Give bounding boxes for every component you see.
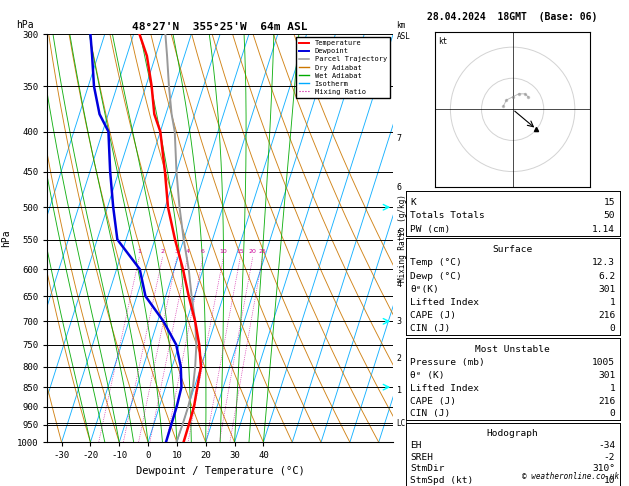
Text: 6: 6 <box>397 183 401 192</box>
Text: CAPE (J): CAPE (J) <box>410 397 456 405</box>
Text: 2: 2 <box>160 249 164 254</box>
Text: 301: 301 <box>598 285 615 294</box>
Text: 301: 301 <box>598 371 615 380</box>
Y-axis label: hPa: hPa <box>1 229 11 247</box>
Text: 1005: 1005 <box>592 358 615 367</box>
Text: Pressure (mb): Pressure (mb) <box>410 358 485 367</box>
Title: 48°27'N  355°25'W  64m ASL: 48°27'N 355°25'W 64m ASL <box>132 22 308 32</box>
Text: EH: EH <box>410 441 421 450</box>
Text: 3: 3 <box>397 317 401 326</box>
Text: 25: 25 <box>259 249 267 254</box>
Text: 1.14: 1.14 <box>592 225 615 234</box>
Text: Temp (°C): Temp (°C) <box>410 259 462 267</box>
Text: © weatheronline.co.uk: © weatheronline.co.uk <box>523 472 620 481</box>
Text: 6.2: 6.2 <box>598 272 615 280</box>
Text: 15: 15 <box>237 249 244 254</box>
Text: 28.04.2024  18GMT  (Base: 06): 28.04.2024 18GMT (Base: 06) <box>428 12 598 22</box>
Text: 50: 50 <box>604 211 615 220</box>
Text: 0: 0 <box>610 324 615 333</box>
Text: 10: 10 <box>220 249 227 254</box>
Text: 15: 15 <box>604 198 615 207</box>
Text: 310°: 310° <box>592 464 615 473</box>
Text: Lifted Index: Lifted Index <box>410 298 479 307</box>
Text: 1: 1 <box>610 383 615 393</box>
Text: -2: -2 <box>604 452 615 462</box>
Text: 216: 216 <box>598 397 615 405</box>
Text: kt: kt <box>438 37 447 46</box>
Text: 2: 2 <box>397 353 401 363</box>
Text: 1: 1 <box>610 298 615 307</box>
Text: 0: 0 <box>610 409 615 418</box>
Text: -34: -34 <box>598 441 615 450</box>
Text: θᵉ(K): θᵉ(K) <box>410 285 439 294</box>
Text: 7: 7 <box>397 134 401 143</box>
Text: Totals Totals: Totals Totals <box>410 211 485 220</box>
Text: StmDir: StmDir <box>410 464 445 473</box>
Text: Dewp (°C): Dewp (°C) <box>410 272 462 280</box>
Text: Surface: Surface <box>493 245 533 254</box>
Text: 1: 1 <box>397 386 401 395</box>
Text: 20: 20 <box>248 249 257 254</box>
Text: CIN (J): CIN (J) <box>410 324 450 333</box>
Text: Mixing Ratio (g/kg): Mixing Ratio (g/kg) <box>398 194 407 282</box>
Text: 216: 216 <box>598 311 615 320</box>
Text: 4: 4 <box>186 249 189 254</box>
Text: PW (cm): PW (cm) <box>410 225 450 234</box>
Text: CAPE (J): CAPE (J) <box>410 311 456 320</box>
Text: 3: 3 <box>175 249 179 254</box>
X-axis label: Dewpoint / Temperature (°C): Dewpoint / Temperature (°C) <box>136 466 304 476</box>
Text: 10: 10 <box>604 476 615 485</box>
Text: K: K <box>410 198 416 207</box>
Text: 12.3: 12.3 <box>592 259 615 267</box>
Text: Most Unstable: Most Unstable <box>476 345 550 354</box>
Text: SREH: SREH <box>410 452 433 462</box>
Text: CIN (J): CIN (J) <box>410 409 450 418</box>
Text: StmSpd (kt): StmSpd (kt) <box>410 476 474 485</box>
Legend: Temperature, Dewpoint, Parcel Trajectory, Dry Adiabat, Wet Adiabat, Isotherm, Mi: Temperature, Dewpoint, Parcel Trajectory… <box>296 37 389 98</box>
Text: 6: 6 <box>201 249 205 254</box>
Text: θᵉ (K): θᵉ (K) <box>410 371 445 380</box>
Text: Hodograph: Hodograph <box>487 429 538 438</box>
Text: 1: 1 <box>137 249 141 254</box>
Text: 5: 5 <box>397 230 401 239</box>
Text: km
ASL: km ASL <box>397 21 411 41</box>
Text: LCL: LCL <box>397 418 411 428</box>
Text: 4: 4 <box>397 280 401 289</box>
Text: hPa: hPa <box>16 20 34 30</box>
Text: Lifted Index: Lifted Index <box>410 383 479 393</box>
